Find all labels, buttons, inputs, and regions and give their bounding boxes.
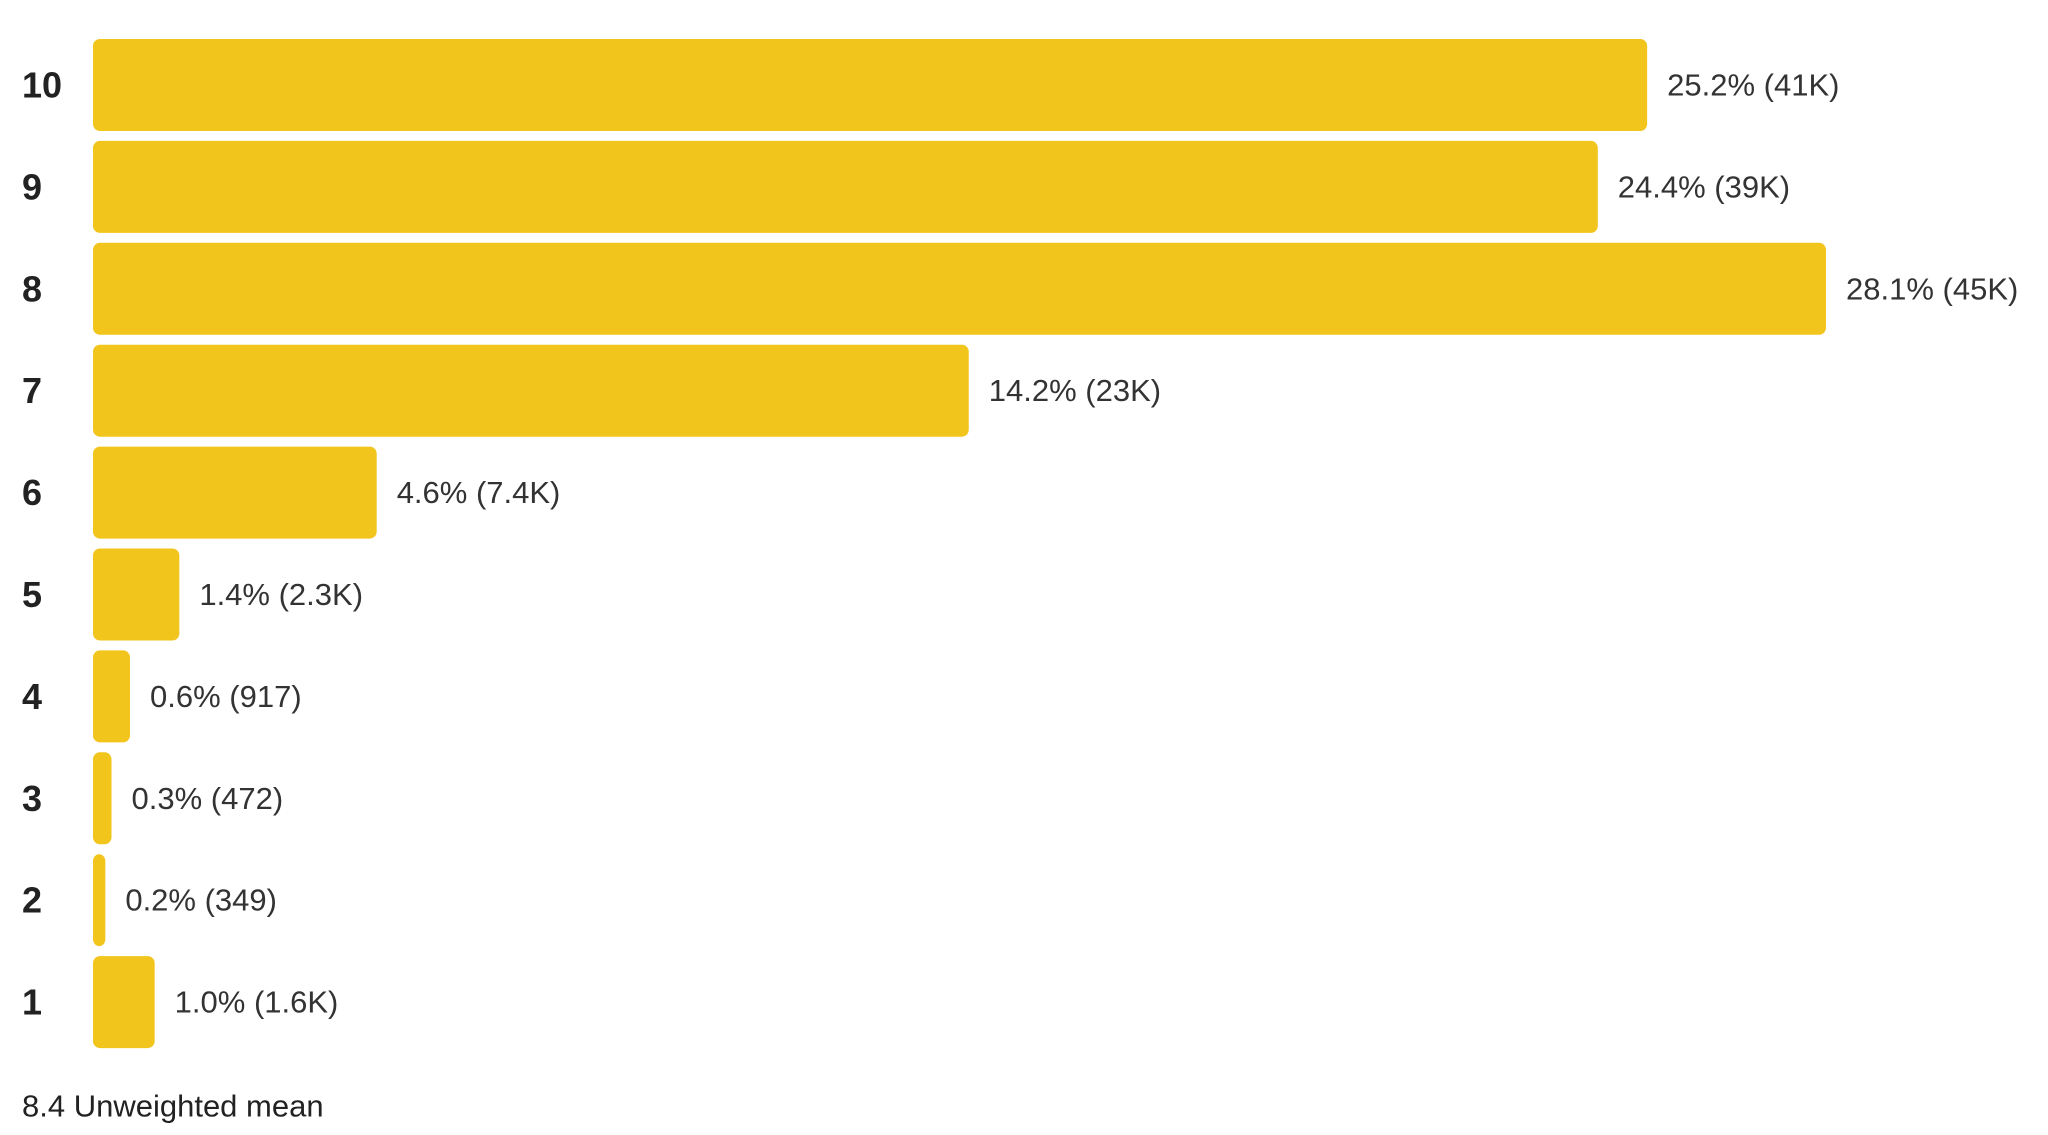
value-label: 24.4% (39K) <box>1618 169 1790 204</box>
value-label: 1.4% (2.3K) <box>199 577 363 612</box>
category-label: 5 <box>22 574 42 615</box>
value-label: 28.1% (45K) <box>1846 271 2018 306</box>
category-label: 6 <box>22 472 42 513</box>
bar <box>93 854 106 947</box>
category-label: 1 <box>22 982 42 1023</box>
category-label: 7 <box>22 370 42 411</box>
value-label: 4.6% (7.4K) <box>397 475 561 510</box>
category-label: 8 <box>22 268 42 309</box>
bar <box>93 446 377 539</box>
category-label: 3 <box>22 778 42 819</box>
bar <box>93 242 1826 335</box>
value-label: 1.0% (1.6K) <box>175 985 339 1020</box>
category-label: 4 <box>22 676 42 717</box>
value-label: 25.2% (41K) <box>1667 68 1839 103</box>
value-label: 0.6% (917) <box>150 679 302 714</box>
value-label: 0.3% (472) <box>132 781 284 816</box>
bar <box>93 956 155 1049</box>
bar <box>93 650 131 743</box>
bar <box>93 548 180 641</box>
bar <box>93 140 1598 233</box>
category-label: 9 <box>22 166 42 207</box>
bar <box>93 752 112 845</box>
value-label: 14.2% (23K) <box>989 373 1161 408</box>
bar <box>93 344 969 437</box>
bar <box>93 39 1648 131</box>
category-label: 10 <box>22 65 62 106</box>
value-label: 0.2% (349) <box>125 883 277 918</box>
caption: 8.4 Unweighted mean <box>22 1089 324 1124</box>
category-label: 2 <box>22 880 42 921</box>
